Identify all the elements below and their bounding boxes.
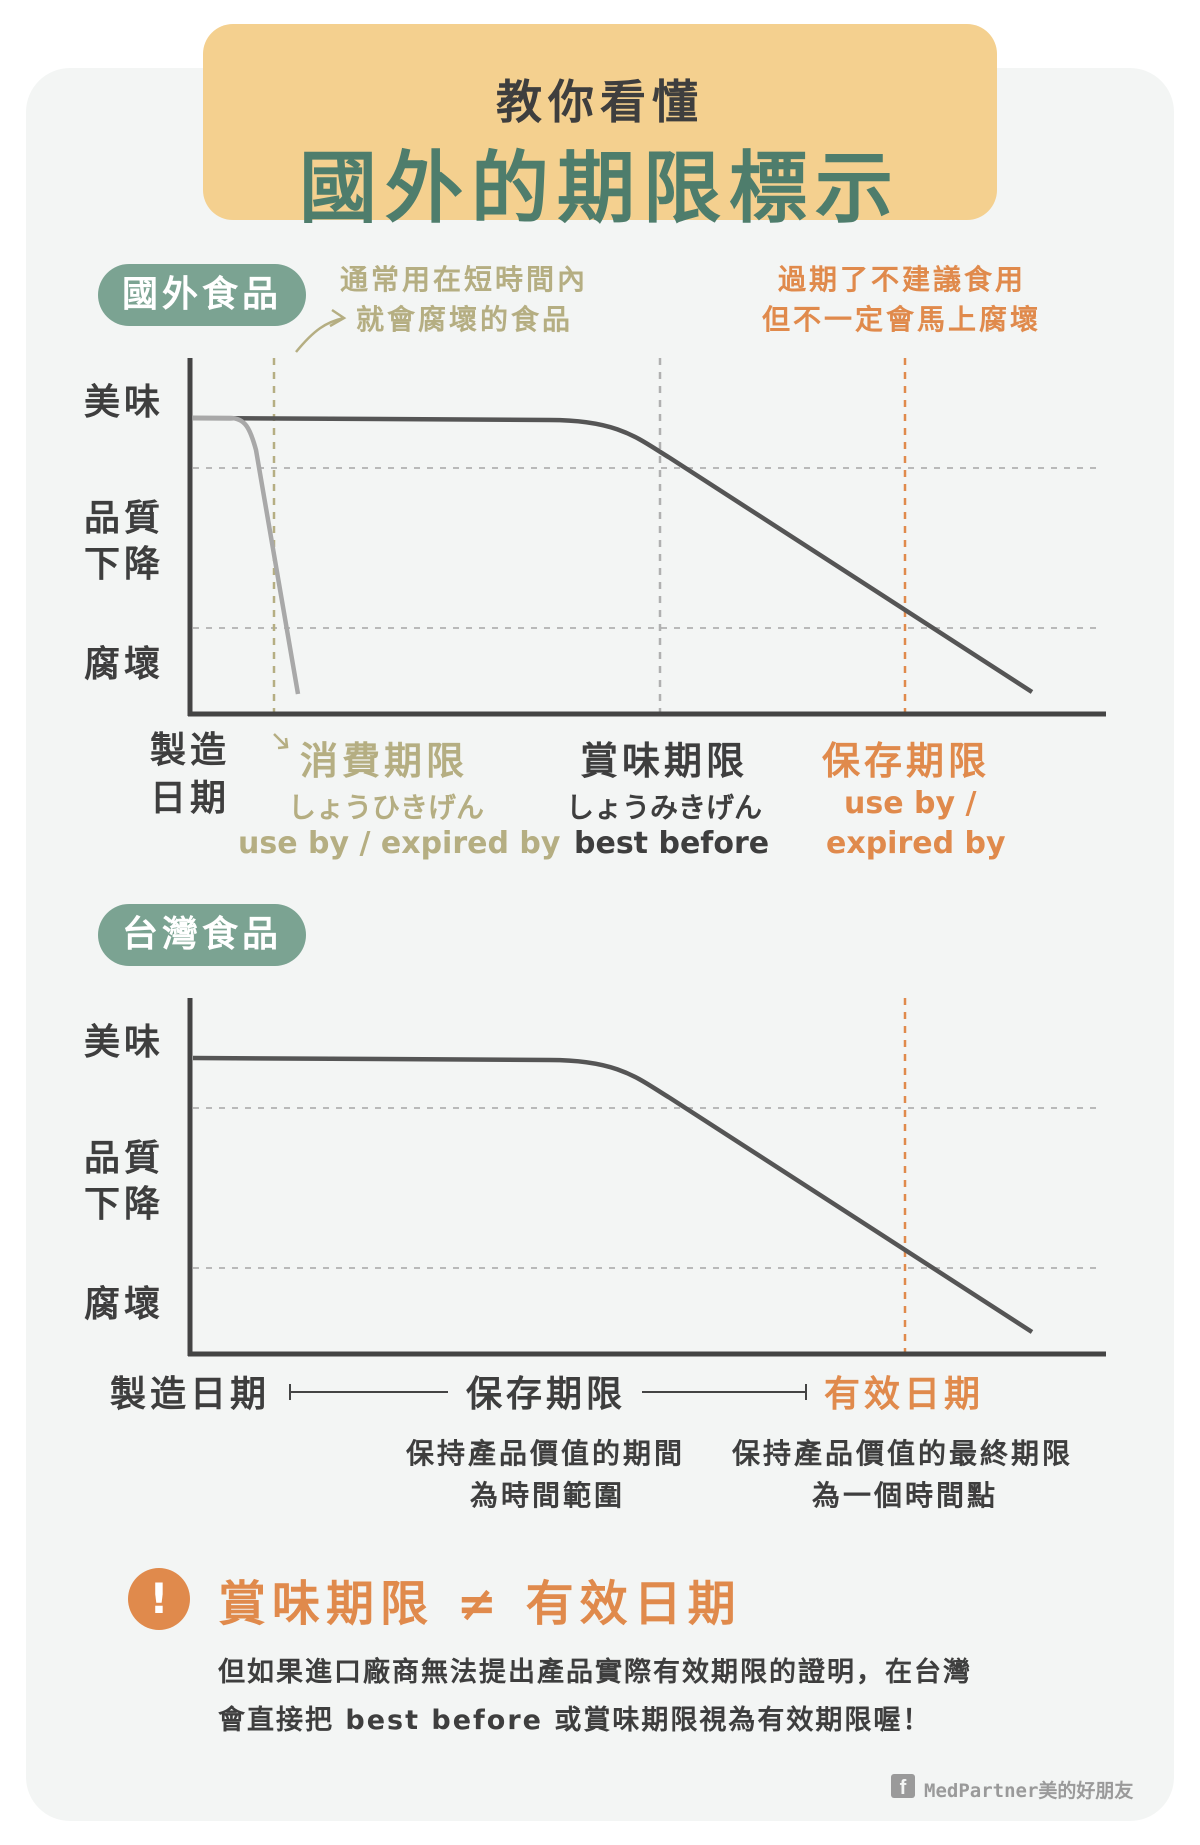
term-storage-english-2: expired by (826, 826, 1006, 861)
y-label-quality-1b: 下降 (84, 544, 165, 585)
y-label-quality-2b: 下降 (84, 1184, 165, 1225)
term-arrow-head (277, 737, 289, 750)
term-storage-title: 保存期限 (822, 739, 991, 783)
foreign-food-pill: 國外食品 (98, 264, 306, 326)
term-best-before-title: 賞味期限 (580, 739, 749, 783)
foreign-chart (187, 308, 1106, 750)
y-label-delicious-1: 美味 (84, 382, 165, 423)
timeline-middle-label: 保存期限 (466, 1374, 627, 1415)
y-label-quality-2a: 品質 (84, 1138, 165, 1179)
title-heading: 國外的期限標示 (298, 144, 901, 234)
title-banner: 教你看懂 國外的期限標示 (203, 24, 997, 234)
warning-line1: 但如果進口廠商無法提出產品實際有效期限的證明，在台灣 (218, 1657, 972, 1688)
term-consumption-kana: しょうひきげん (288, 791, 485, 824)
note-arrow-head (329, 308, 347, 328)
y-label-spoiled-2: 腐壞 (84, 1284, 165, 1325)
term-consumption-english: use by / expired by (238, 826, 561, 861)
end-desc-line1: 保持產品價值的最終期限 (732, 1437, 1074, 1470)
fast-spoil-curve (193, 415, 301, 695)
title-subtitle: 教你看懂 (496, 75, 704, 129)
term-arrow (273, 733, 287, 747)
y-label-spoiled-1: 腐壞 (84, 644, 165, 685)
warning-line2: 會直接把 best before 或賞味期限視為有效期限喔！ (218, 1705, 932, 1736)
term-storage-english-1: use by / (844, 786, 977, 821)
end-desc-line2: 為一個時間點 (812, 1479, 999, 1512)
note-expired-line2: 但不一定會馬上腐壞 (762, 303, 1042, 336)
y-label-quality-1a: 品質 (84, 498, 165, 539)
term-best-before-english: best before (574, 826, 770, 861)
warning-heading: 賞味期限 ≠ 有效日期 (218, 1576, 742, 1632)
note-short-term-line2: 就會腐壞的食品 (356, 303, 574, 336)
term-consumption-title: 消費期限 (300, 739, 469, 783)
timeline-start-label: 製造日期 (110, 1374, 271, 1415)
quality-curve-2 (192, 1055, 1034, 1334)
term-best-before-kana: しょうみきげん (566, 791, 763, 824)
facebook-icon: f (891, 1774, 915, 1799)
middle-desc-line2: 為時間範圍 (470, 1479, 626, 1512)
y-label-delicious-2: 美味 (84, 1022, 165, 1063)
taiwan-food-pill: 台灣食品 (98, 904, 306, 966)
exclamation-icon: ! (128, 1568, 190, 1630)
quality-curve-1 (192, 415, 1034, 694)
middle-desc-line1: 保持產品價值的期間 (406, 1437, 686, 1470)
taiwan-chart (187, 998, 1106, 1400)
timeline-end-label: 有效日期 (824, 1374, 985, 1415)
note-expired-line1: 過期了不建議食用 (778, 263, 1027, 296)
note-short-term-line1: 通常用在短時間內 (340, 263, 589, 296)
x-origin-label-1a: 製造 (150, 730, 231, 771)
footer-brand: MedPartner美的好朋友 (924, 1780, 1134, 1802)
x-origin-label-1b: 日期 (150, 778, 231, 819)
